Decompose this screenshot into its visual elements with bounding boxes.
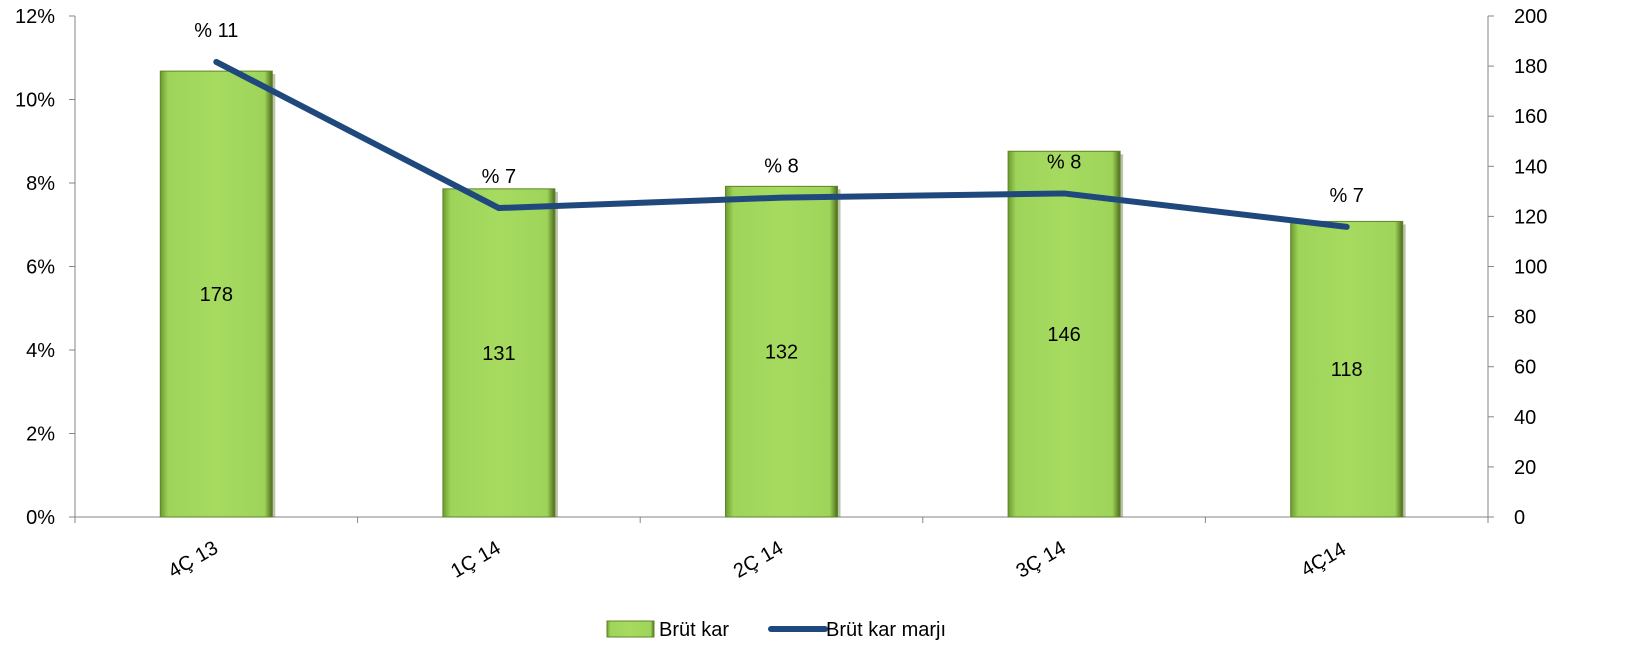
margin-value-label: % 7 bbox=[482, 166, 516, 188]
legend: Brüt kar Brüt kar marjı bbox=[606, 619, 946, 641]
bar-labels: 178 131 132 146 118 bbox=[200, 284, 1363, 381]
bar-value-label: 118 bbox=[1331, 359, 1363, 381]
right-tick-label: 0 bbox=[1514, 507, 1525, 529]
legend-bar-label: Brüt kar bbox=[659, 619, 729, 641]
left-tick-label: 8% bbox=[26, 173, 55, 195]
right-tick-label: 20 bbox=[1514, 457, 1536, 479]
left-tick-label: 10% bbox=[15, 90, 55, 112]
bar bbox=[1007, 150, 1121, 518]
bar bbox=[159, 70, 273, 518]
bar-value-label: 131 bbox=[482, 343, 515, 365]
bar-value-label: 132 bbox=[765, 342, 798, 364]
legend-line-label: Brüt kar marjı bbox=[826, 619, 946, 641]
line-labels: % 11 % 7 % 8 % 8 % 7 bbox=[194, 20, 1364, 207]
margin-line bbox=[213, 58, 1350, 230]
right-tick-label: 100 bbox=[1514, 257, 1547, 279]
left-tick-label: 12% bbox=[15, 6, 55, 28]
right-tick-label: 140 bbox=[1514, 156, 1547, 178]
legend-bar-swatch bbox=[606, 620, 655, 638]
bars bbox=[159, 70, 1406, 518]
bar bbox=[725, 185, 838, 518]
x-tick-label: 2Ç 14 bbox=[730, 537, 787, 583]
right-tick-label: 160 bbox=[1514, 106, 1547, 128]
axes: 0% 2% 4% 6% 8% 10% 12% 0 20 40 60 80 100 120 140 160 180… bbox=[15, 6, 1547, 583]
left-tick-label: 4% bbox=[26, 340, 55, 362]
x-tick-label: 4Ç14 bbox=[1297, 538, 1349, 581]
bar bbox=[1290, 220, 1404, 518]
left-tick-label: 2% bbox=[26, 424, 55, 446]
left-tick-label: 6% bbox=[26, 257, 55, 279]
right-tick-label: 180 bbox=[1514, 56, 1547, 78]
x-tick-label: 4Ç 13 bbox=[165, 537, 222, 583]
x-tick-label: 1Ç 14 bbox=[447, 537, 504, 583]
margin-value-label: % 11 bbox=[194, 20, 238, 42]
right-tick-label: 40 bbox=[1514, 407, 1536, 429]
margin-value-label: % 8 bbox=[764, 156, 798, 178]
bar-value-label: 146 bbox=[1047, 324, 1080, 346]
right-tick-label: 80 bbox=[1514, 307, 1536, 329]
margin-value-label: % 8 bbox=[1047, 151, 1081, 173]
bar bbox=[442, 188, 556, 518]
margin-value-label: % 7 bbox=[1329, 185, 1363, 207]
x-tick-label: 3Ç 14 bbox=[1012, 537, 1069, 583]
right-tick-label: 200 bbox=[1514, 6, 1547, 28]
right-tick-label: 60 bbox=[1514, 357, 1536, 379]
left-tick-label: 0% bbox=[26, 507, 55, 529]
bar-value-label: 178 bbox=[200, 284, 233, 306]
right-tick-label: 120 bbox=[1514, 206, 1547, 228]
